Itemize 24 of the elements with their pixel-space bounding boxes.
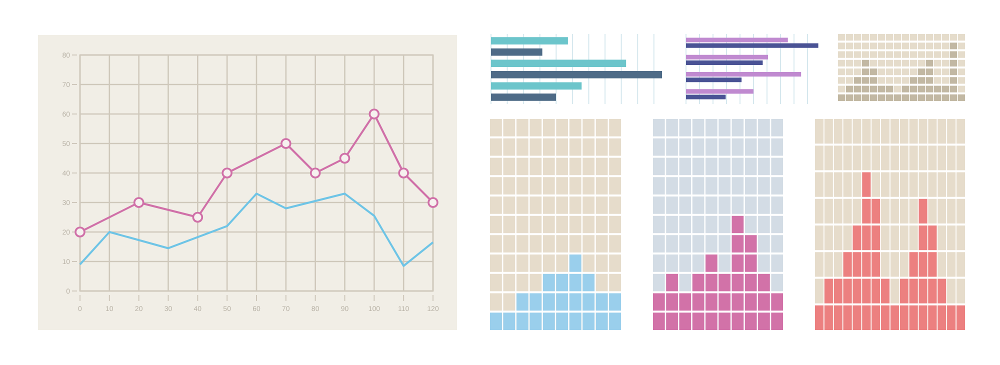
point [398,168,409,178]
bar [686,94,726,100]
bar [491,37,568,44]
point [74,226,86,238]
point [339,152,350,164]
bar [491,48,542,56]
bar [686,89,754,94]
point [222,168,232,178]
bar [686,54,768,60]
point [368,108,380,120]
bar [686,43,818,48]
point [310,168,321,178]
bar [686,78,742,82]
point [428,197,438,208]
bar [686,38,788,42]
point [192,212,204,223]
bar [686,60,763,65]
bar [491,60,626,68]
point [280,138,292,149]
point [133,197,144,208]
bar [491,82,582,90]
bar [491,94,556,101]
bar [686,72,802,77]
bar [491,70,662,78]
